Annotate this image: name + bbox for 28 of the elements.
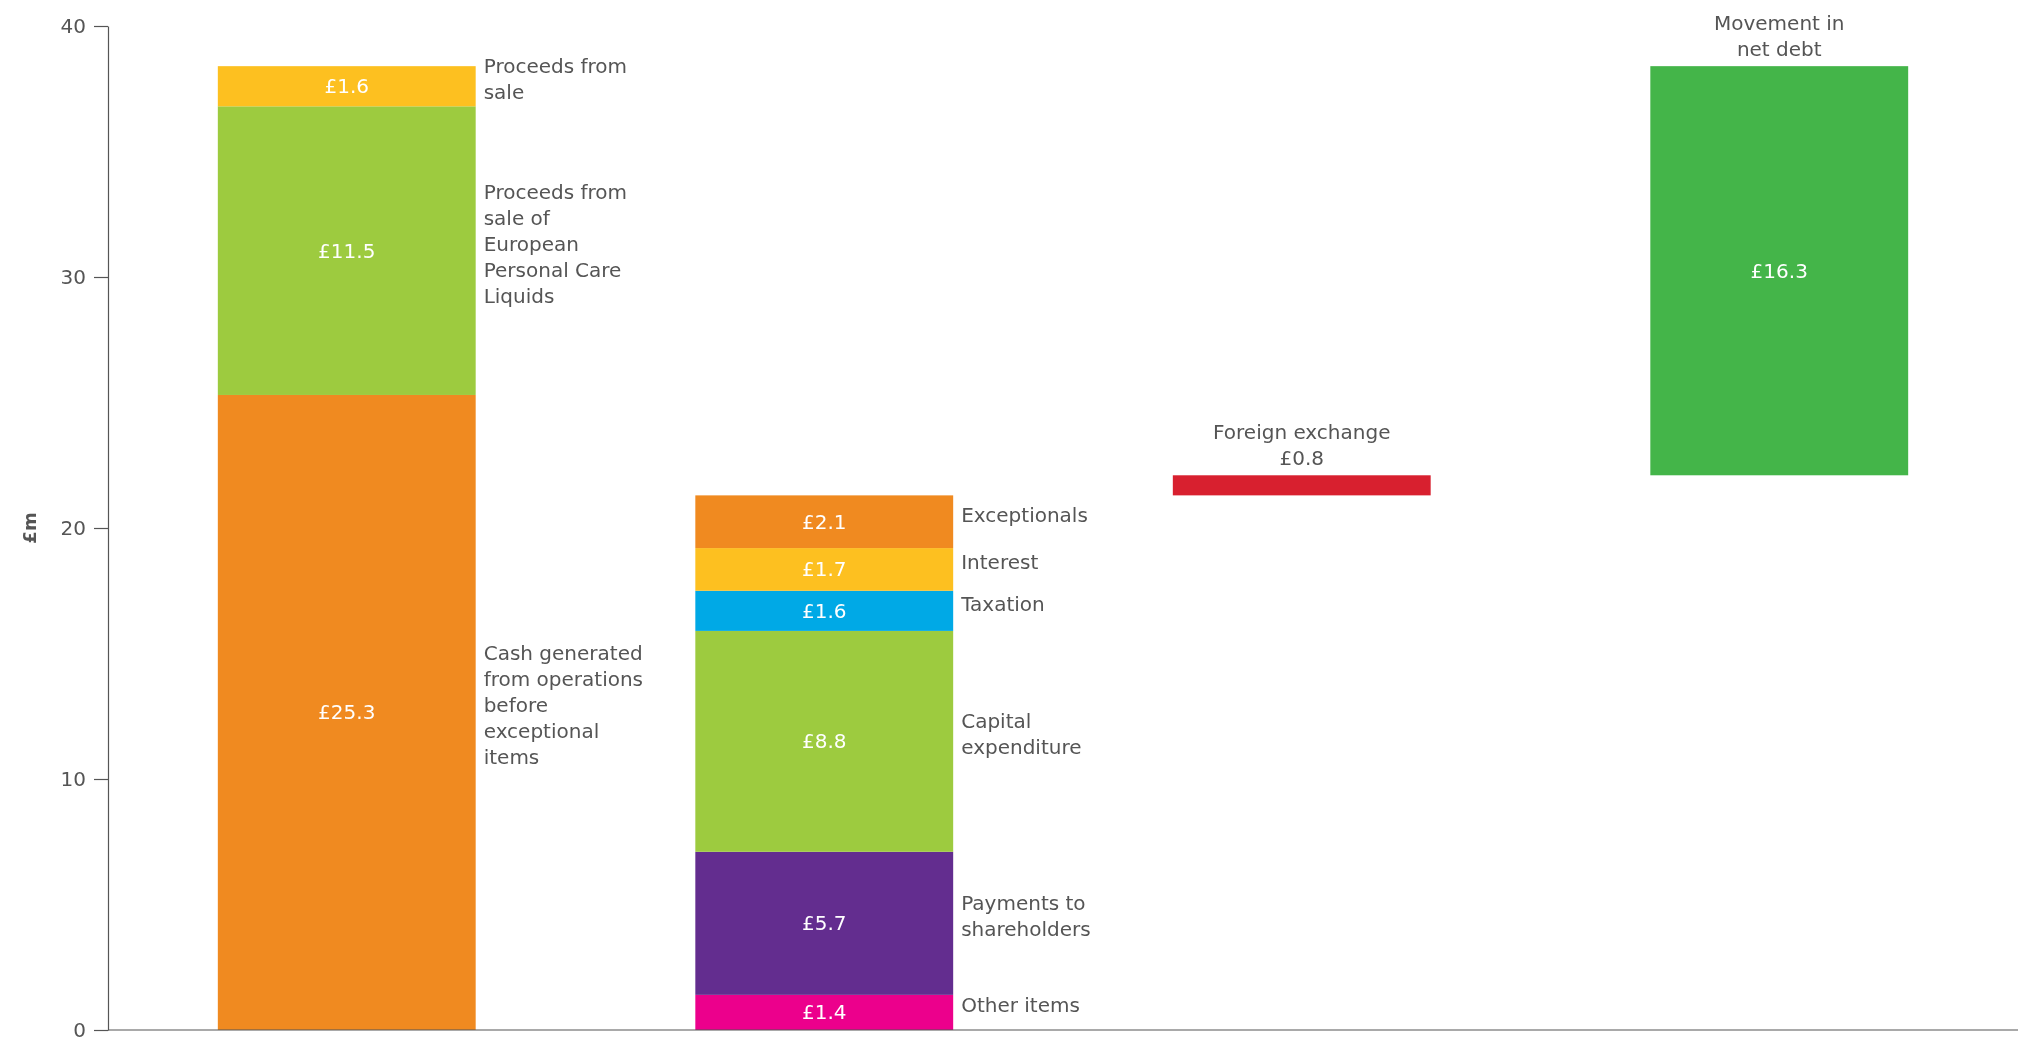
data-label: £5.7 [801, 911, 847, 936]
series-label: Other items [961, 993, 1080, 1018]
data-label: £1.6 [324, 74, 370, 99]
data-label: £0.8 [1279, 446, 1325, 471]
y-tick-label: 10 [60, 766, 86, 791]
data-label: £11.5 [318, 238, 376, 263]
data-label: £1.7 [801, 557, 847, 582]
y-tick-label: 20 [60, 515, 86, 540]
series-label: Payments to shareholders [961, 891, 1091, 942]
data-label: £16.3 [1750, 258, 1808, 283]
y-tick-label: 0 [73, 1017, 86, 1042]
data-label: £1.6 [801, 598, 847, 623]
series-label: Capital expenditure [961, 709, 1082, 760]
y-tick-label: 40 [60, 13, 86, 38]
series-label: Taxation [960, 591, 1045, 616]
data-label: £2.1 [801, 509, 847, 534]
series-label: Foreign exchange [1213, 420, 1391, 445]
data-label: £8.8 [801, 729, 847, 754]
series-label: Proceeds from sale [483, 54, 628, 105]
data-label: £25.3 [318, 700, 376, 725]
series-label: Interest [961, 550, 1039, 575]
series-label: Cash generated from operations before exceptional items [483, 641, 644, 770]
y-axis-title: £m [19, 512, 40, 544]
series-label: Movement in net debt [1713, 11, 1845, 62]
data-label: £1.4 [801, 1000, 847, 1025]
series-label: Exceptionals [961, 502, 1088, 527]
series-label: Proceeds from sale of European Personal Care Liquids [483, 179, 628, 308]
y-tick-label: 30 [60, 264, 86, 289]
